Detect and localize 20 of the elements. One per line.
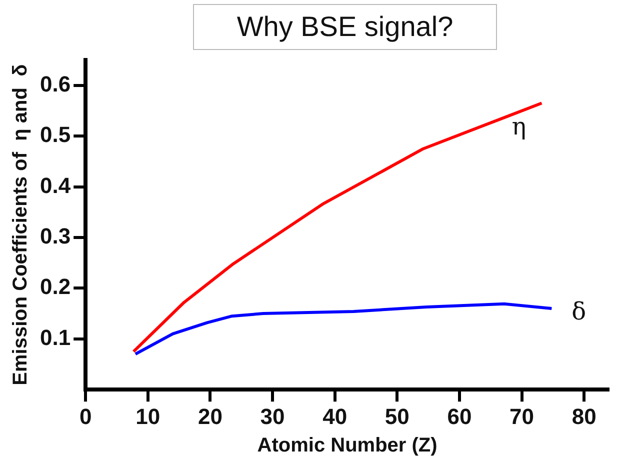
x-tick-label: 60 [447, 404, 472, 429]
y-tick-label: 0.3 [40, 224, 71, 249]
x-tick-label: 40 [322, 404, 348, 429]
x-tick-label: 70 [510, 404, 534, 429]
x-axis-title: Atomic Number (Z) [257, 434, 438, 457]
y-tick-label: 0.2 [40, 274, 71, 300]
x-tick-label: 0 [79, 404, 92, 429]
series-label: η [512, 112, 526, 140]
y-tick-label: 0.1 [40, 324, 71, 350]
x-tick-label: 80 [572, 404, 596, 429]
y-tick-label: 0.4 [40, 172, 72, 198]
series-label: δ [572, 298, 586, 326]
chart-title: Why BSE signal? [193, 4, 497, 50]
x-tick-label: 20 [198, 404, 222, 429]
y-tick-label: 0.5 [40, 122, 71, 148]
x-tick-label: 50 [384, 404, 410, 429]
y-axis-title: Emission Coefficients of η and δ [10, 64, 32, 386]
x-tick-label: 30 [260, 404, 285, 429]
x-tick-label: 10 [136, 404, 160, 429]
y-tick-label: 0.6 [40, 71, 71, 96]
